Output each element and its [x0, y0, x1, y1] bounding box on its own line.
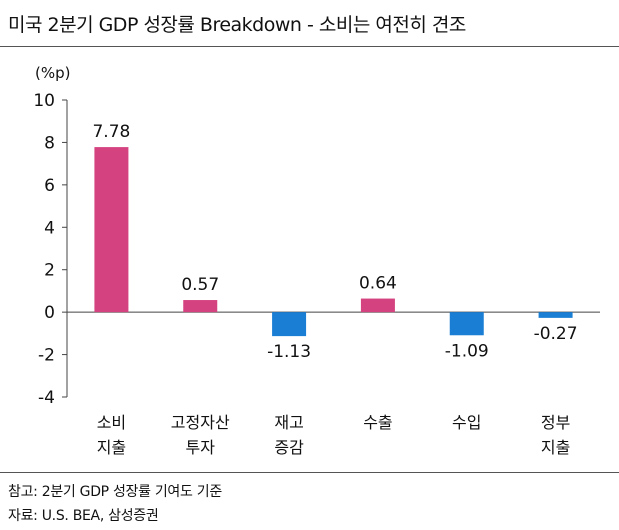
footer-divider [0, 472, 619, 473]
category-label: 지출 [97, 438, 126, 457]
category-label: 고정자산 [171, 413, 230, 432]
data-labels: 7.78 0.57 -1.13 0.64 -1.09 -0.27 [92, 122, 577, 362]
category-label: 재고 [274, 413, 303, 432]
y-tick-label: 8 [44, 133, 55, 153]
data-label: -1.13 [267, 342, 311, 362]
bars [94, 147, 573, 337]
category-label: 수입 [452, 413, 481, 432]
bar [360, 298, 395, 313]
data-label: 7.78 [92, 122, 130, 142]
bar [272, 312, 307, 337]
y-tick-label: 4 [44, 218, 55, 238]
category-label: 증감 [274, 438, 304, 457]
data-label: -1.09 [445, 341, 489, 361]
y-tick-label: 0 [44, 303, 55, 323]
y-tick-label: 10 [33, 91, 55, 111]
y-axis-unit: (%p) [35, 64, 70, 82]
y-tick-label: -2 [38, 346, 55, 366]
bar [94, 147, 129, 313]
y-tick-label: 6 [44, 176, 55, 196]
bar [538, 312, 573, 318]
bar [183, 300, 218, 313]
y-tick-label: 2 [44, 261, 55, 281]
bar [449, 312, 484, 336]
source-note: 참고: 2분기 GDP 성장률 기여도 기준 [8, 484, 222, 500]
y-tick-label: -4 [38, 388, 55, 408]
data-label: 0.57 [181, 275, 219, 295]
category-label: 정부 [541, 413, 570, 432]
data-source: 자료: U.S. BEA, 삼성증권 [8, 508, 159, 524]
y-axis: 10 8 6 4 2 0 -2 -4 [33, 91, 600, 408]
title-divider [0, 46, 619, 47]
category-label: 소비 [97, 413, 126, 432]
data-label: -0.27 [534, 324, 578, 344]
data-label: 0.64 [359, 274, 397, 294]
category-label: 수출 [363, 413, 392, 432]
chart-title: 미국 2분기 GDP 성장률 Breakdown - 소비는 여전히 견조 [8, 14, 466, 36]
category-label: 지출 [541, 438, 570, 457]
category-label: 투자 [186, 438, 216, 457]
